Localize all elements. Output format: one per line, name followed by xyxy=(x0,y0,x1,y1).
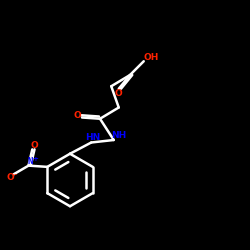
Text: -: - xyxy=(14,172,17,178)
Text: +: + xyxy=(32,156,38,162)
Text: OH: OH xyxy=(144,53,159,62)
Text: O: O xyxy=(114,89,122,98)
Text: O: O xyxy=(73,110,81,120)
Text: O: O xyxy=(7,173,14,182)
Text: NH: NH xyxy=(112,130,127,140)
Text: HN: HN xyxy=(85,134,100,142)
Text: N: N xyxy=(28,158,33,166)
Text: O: O xyxy=(30,140,38,149)
